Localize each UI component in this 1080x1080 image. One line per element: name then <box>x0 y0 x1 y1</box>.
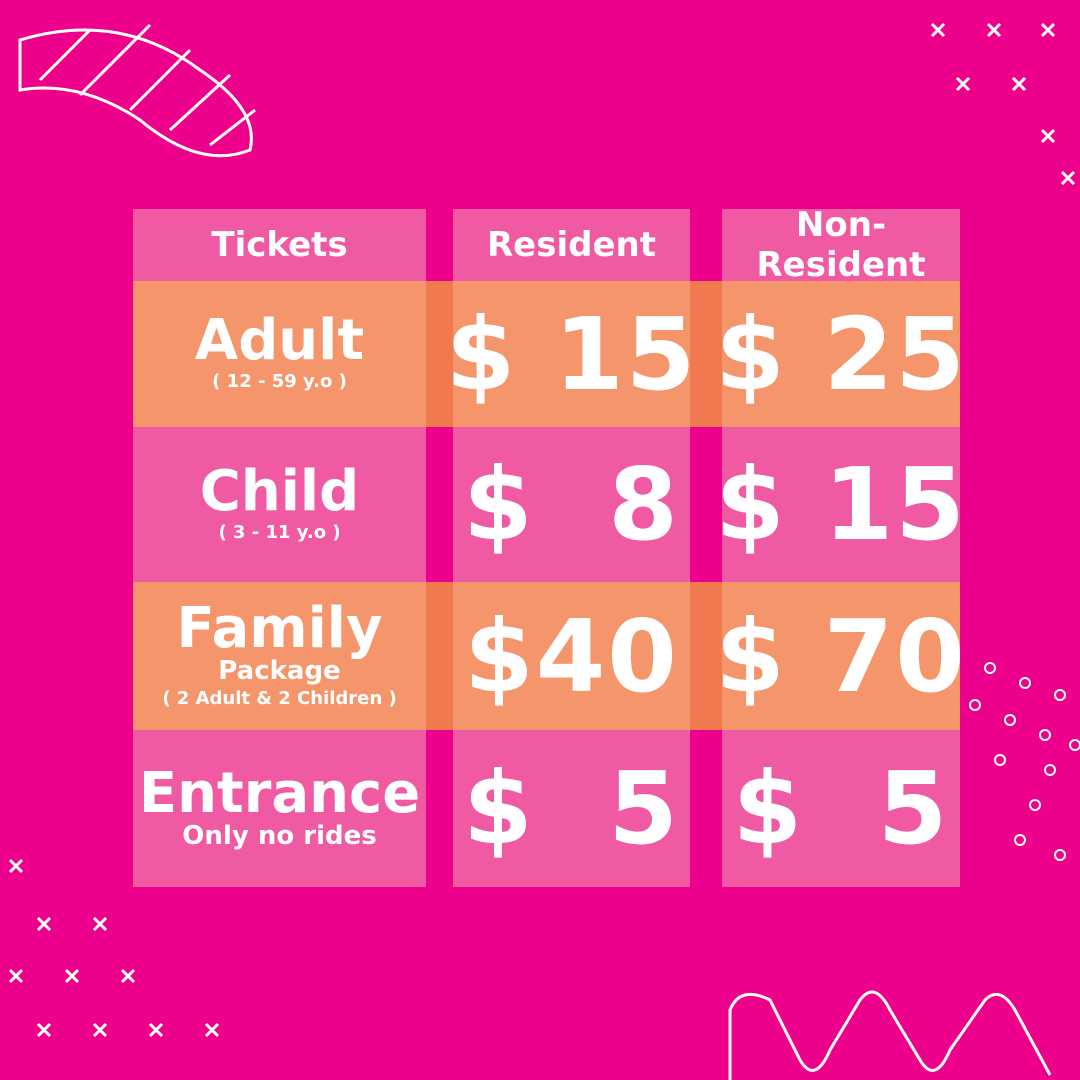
circles <box>969 662 1080 861</box>
price-cell: $ 25 <box>715 281 965 427</box>
cross-marks <box>8 22 1076 1038</box>
ticket-cell: Child( 3 - 11 y.o ) <box>133 427 426 582</box>
price: $ 15 <box>445 295 698 413</box>
price: $ 5 <box>463 750 680 867</box>
header-text: Tickets <box>211 225 348 265</box>
ticket-cell: Family Package( 2 Adult & 2 Children ) <box>133 582 426 730</box>
ticket-name: Entrance <box>138 761 421 827</box>
ticket-cell: Adult( 12 - 59 y.o ) <box>133 281 426 427</box>
price-cell: $ 8 <box>453 427 690 582</box>
price: $ 25 <box>715 295 967 413</box>
ticket-name: Family <box>176 596 383 662</box>
price: $40 <box>464 597 679 715</box>
ticket-note: ( 12 - 59 y.o ) <box>212 371 347 393</box>
header-cell: Resident <box>453 209 690 281</box>
price-cell: $40 <box>453 582 690 730</box>
wave <box>728 990 1052 1080</box>
ticket-name: Adult <box>194 308 365 374</box>
header-text: Resident <box>487 225 656 265</box>
ticket-note: ( 3 - 11 y.o ) <box>218 521 341 543</box>
ticket-sub: Only no rides <box>182 821 377 852</box>
price: $ 8 <box>463 446 680 563</box>
ticket-sub: Package <box>218 656 341 687</box>
price: $ 5 <box>732 750 950 867</box>
price-cell: $ 5 <box>453 730 690 887</box>
price: $ 70 <box>715 597 967 715</box>
ticket-cell: Entrance Only no rides <box>133 730 426 887</box>
price-cell: $ 5 <box>722 730 960 887</box>
header-cell: Tickets <box>133 209 426 281</box>
price: $ 15 <box>715 446 967 563</box>
header-text: Non-Resident <box>756 205 926 285</box>
price-cell: $ 70 <box>715 582 965 730</box>
header-cell: Non-Resident <box>722 205 960 285</box>
price-cell: $ 15 <box>446 281 695 427</box>
price-cell: $ 15 <box>715 427 965 582</box>
ticket-note: ( 2 Adult & 2 Children ) <box>162 687 397 709</box>
stripes <box>38 23 256 147</box>
striped-shape <box>18 28 253 158</box>
ticket-name: Child <box>199 458 360 524</box>
